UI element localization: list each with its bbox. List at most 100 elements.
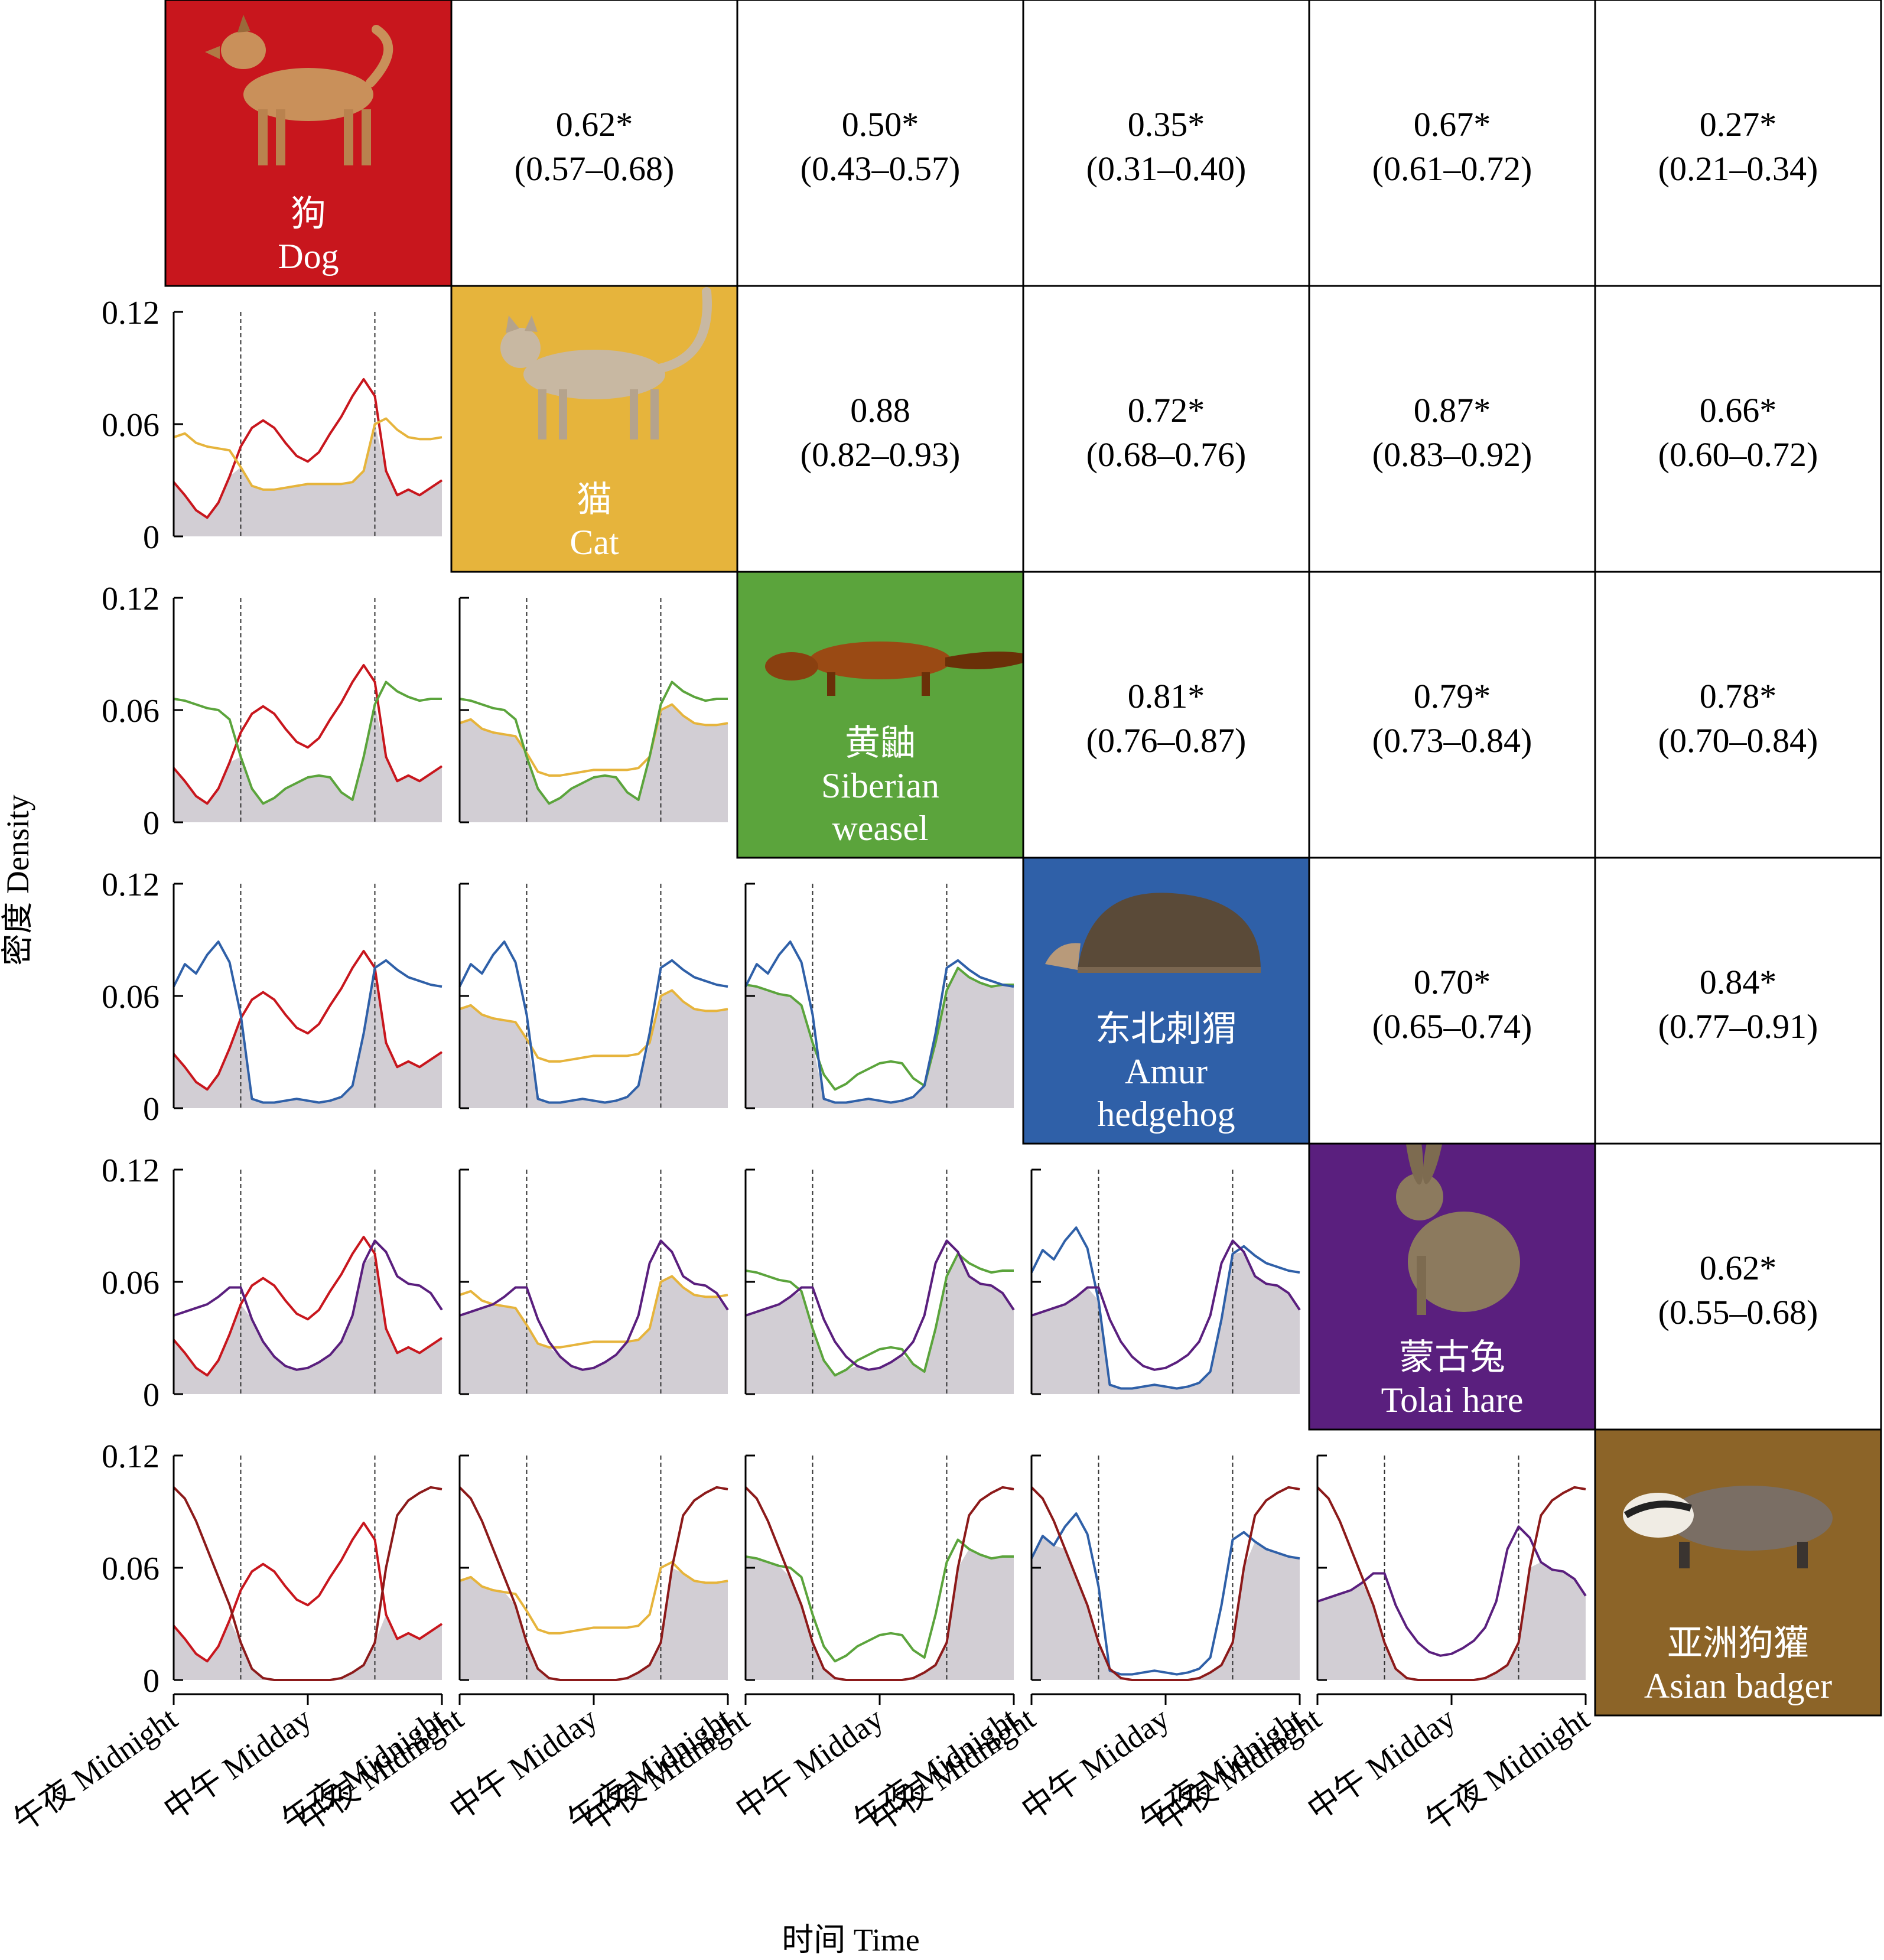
species-name-en: Dog	[278, 237, 339, 276]
cat-illustration	[500, 287, 712, 439]
y-axis-title: 密度 Density	[0, 795, 35, 966]
y-tick-label: 0.06	[102, 979, 160, 1015]
species-name-en: weasel	[832, 809, 928, 848]
species-name-en: Tolai hare	[1381, 1381, 1524, 1419]
species-cell-dog: 狗 Dog	[164, 0, 453, 287]
density-line-hare	[173, 1239, 443, 1371]
density-panel-dog-hare: 0 0.06 0.12	[102, 1152, 443, 1414]
species-name-en: Amur	[1125, 1052, 1208, 1091]
density-panel-dog-hedgehog: 0 0.06 0.12	[102, 867, 443, 1128]
overlap-ci: (0.77–0.91)	[1658, 1007, 1818, 1046]
overlap-area	[460, 704, 728, 822]
overlap-area	[174, 704, 442, 822]
y-tick-label: 0.12	[102, 867, 160, 903]
overlap-ci: (0.55–0.68)	[1658, 1293, 1818, 1331]
species-name-cn: 狗	[291, 194, 326, 233]
density-line-dog	[173, 664, 443, 805]
overlap-ci: (0.61–0.72)	[1372, 149, 1532, 188]
y-tick-label: 0.06	[102, 1551, 160, 1587]
density-panel-cat-weasel	[458, 597, 728, 823]
overlap-coefficient: 0.72*	[1128, 391, 1205, 429]
overlap-coefficient: 0.66*	[1700, 391, 1777, 429]
overlap-ci: (0.65–0.74)	[1372, 1007, 1532, 1046]
overlap-ci: (0.21–0.34)	[1658, 149, 1818, 188]
overlap-area	[174, 968, 442, 1108]
density-line-badger	[173, 1486, 442, 1681]
density-line-badger	[1316, 1486, 1586, 1681]
overlap-coefficient: 0.79*	[1414, 677, 1491, 715]
overlap-cell: 0.67* (0.61–0.72)	[1308, 0, 1596, 287]
y-tick-label: 0.12	[102, 1438, 160, 1475]
density-line-cat	[459, 703, 728, 777]
density-panel-dog-weasel: 0 0.06 0.12	[102, 581, 443, 842]
y-tick-label: 0.12	[102, 295, 160, 331]
overlap-cell: 0.62* (0.57–0.68)	[450, 0, 738, 287]
density-line-hedgehog	[173, 940, 442, 1104]
overlap-ci: (0.70–0.84)	[1658, 721, 1818, 760]
weasel-illustration	[765, 642, 1040, 696]
overlap-cell: 0.84* (0.77–0.91)	[1594, 857, 1882, 1145]
y-tick-label: 0	[143, 519, 160, 556]
species-name-en: Siberian	[821, 766, 939, 805]
x-tick-label: 午夜 Midnight	[1151, 1701, 1327, 1839]
density-line-weasel	[745, 1252, 1014, 1377]
density-panel-dog-cat: 0 0.06 0.12	[102, 295, 443, 556]
overlap-area	[460, 1568, 728, 1680]
density-line-badger	[744, 1486, 1014, 1681]
density-line-badger	[1030, 1486, 1300, 1681]
density-panel-cat-hare	[458, 1168, 729, 1395]
dog-illustration	[205, 15, 393, 165]
overlap-cell: 0.70* (0.65–0.74)	[1308, 857, 1596, 1145]
density-line-hedgehog	[458, 940, 728, 1104]
badger-illustration	[1623, 1486, 1833, 1568]
density-line-weasel	[173, 681, 442, 805]
species-name-en: Asian badger	[1644, 1666, 1832, 1705]
x-tick-label: 午夜 Midnight	[579, 1701, 756, 1839]
y-tick-label: 0	[143, 1663, 160, 1699]
x-tick-label: 午夜 Midnight	[7, 1701, 184, 1839]
overlap-area	[460, 990, 728, 1108]
species-cell-cat: 猫 Cat	[450, 285, 738, 573]
overlap-area	[460, 1276, 728, 1394]
overlap-cell: 0.81* (0.76–0.87)	[1022, 571, 1310, 859]
density-line-badger	[458, 1486, 728, 1681]
density-line-cat	[459, 1561, 728, 1635]
overlap-coefficient: 0.70*	[1414, 963, 1491, 1001]
overlap-area	[746, 968, 1014, 1108]
overlap-ci: (0.43–0.57)	[801, 149, 961, 188]
density-line-weasel	[745, 1538, 1014, 1663]
y-tick-label: 0	[143, 1091, 160, 1128]
overlap-ci: (0.83–0.92)	[1372, 435, 1532, 474]
y-tick-label: 0.06	[102, 407, 160, 444]
density-line-dog	[173, 378, 443, 519]
overlap-ci: (0.82–0.93)	[801, 435, 961, 474]
axis-labels: 密度 Density 时间 Time	[0, 795, 920, 1958]
x-axis-title: 时间 Time	[782, 1922, 920, 1958]
overlap-coefficient: 0.87*	[1414, 391, 1491, 429]
density-line-hare	[1031, 1239, 1301, 1371]
overlap-cell: 0.62* (0.55–0.68)	[1594, 1142, 1882, 1431]
density-panel-hedgehog-hare	[1030, 1168, 1301, 1395]
overlap-cell: 0.50* (0.43–0.57)	[736, 0, 1024, 287]
overlap-cell: 0.35* (0.31–0.40)	[1022, 0, 1310, 287]
density-line-hedgehog	[744, 940, 1014, 1104]
overlap-cell: 0.78* (0.70–0.84)	[1594, 571, 1882, 859]
overlap-ci: (0.76–0.87)	[1086, 721, 1247, 760]
overlap-ci: (0.57–0.68)	[515, 149, 675, 188]
species-name-cn: 猫	[577, 480, 612, 519]
density-line-hare	[459, 1239, 729, 1371]
density-line-dog	[173, 950, 443, 1091]
overlap-ci: (0.60–0.72)	[1658, 435, 1818, 474]
overlap-coefficient: 0.62*	[556, 105, 633, 144]
overlap-coefficient: 0.50*	[842, 105, 919, 144]
overlap-area	[1317, 1562, 1586, 1680]
overlap-coefficient: 0.78*	[1700, 677, 1777, 715]
density-line-dog	[173, 1236, 443, 1377]
overlap-coefficient: 0.67*	[1414, 105, 1491, 144]
density-line-cat	[459, 1275, 728, 1349]
overlap-coefficient: 0.35*	[1128, 105, 1205, 144]
